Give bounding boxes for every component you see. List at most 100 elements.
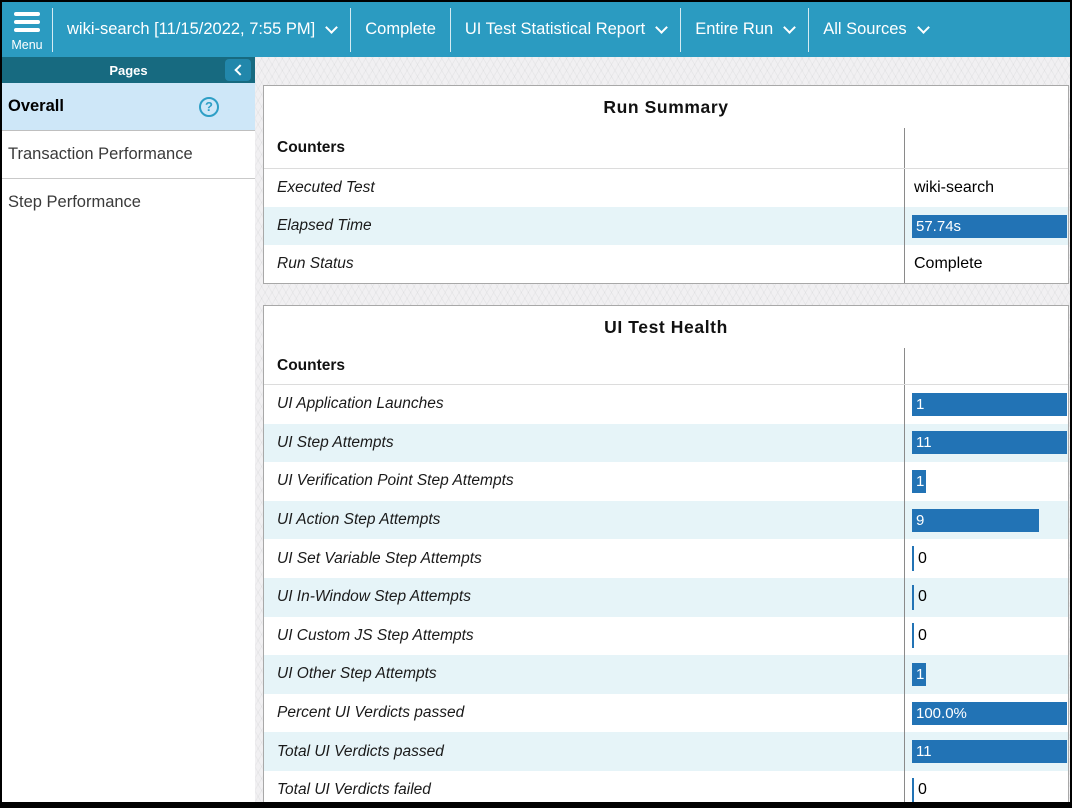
counter-value: 1 <box>916 395 925 413</box>
topbar-divider <box>808 7 810 52</box>
counters-header-row: Counters <box>264 348 1068 385</box>
value-bar: 1 <box>912 392 1067 416</box>
counter-value-cell: 0 <box>904 616 1068 656</box>
ui-test-health-rows: UI Application Launches 1 UI Step Attemp… <box>264 385 1068 802</box>
sidebar-item-overall[interactable]: Overall ? <box>2 83 255 130</box>
value-bar: 11 <box>912 740 1067 764</box>
counter-value: 11 <box>916 743 932 761</box>
pages-header-label: Pages <box>109 62 148 78</box>
sidebar-item-label: Overall <box>8 97 64 115</box>
sources-selector-dropdown[interactable]: All Sources <box>809 2 941 57</box>
run-summary-card: Run Summary Counters Executed Test wiki-… <box>263 85 1069 284</box>
counter-value: 0 <box>918 588 927 606</box>
pages-sidebar-header: Pages <box>2 57 255 83</box>
zero-bar-tick <box>912 623 914 649</box>
counter-value: 100.0% <box>916 704 967 722</box>
pages-sidebar: Pages Overall ? Transaction Performance … <box>2 57 255 802</box>
counter-label: UI Step Attempts <box>277 433 394 451</box>
counter-row: Elapsed Time 57.74s <box>264 207 1068 245</box>
counter-value-cell: 11 <box>904 732 1068 771</box>
zero-bar-tick <box>912 546 914 572</box>
question-circle-icon[interactable]: ? <box>199 96 219 117</box>
counter-value-cell: 1 <box>904 385 1068 424</box>
counter-value-cell: 100.0% <box>904 693 1068 733</box>
sidebar-item-label: Step Performance <box>8 193 141 211</box>
chevron-left-icon <box>233 64 246 76</box>
counter-label: Elapsed Time <box>277 217 372 234</box>
counters-column-header: Counters <box>277 139 346 156</box>
sidebar-item-label: Transaction Performance <box>8 145 193 163</box>
run-status-badge: Complete <box>351 2 450 57</box>
ui-test-health-card: UI Test Health Counters UI Application L… <box>263 305 1069 802</box>
counter-label: Executed Test <box>277 179 375 196</box>
sidebar-item-transaction-performance[interactable]: Transaction Performance <box>2 130 255 178</box>
zero-bar-tick <box>912 584 914 610</box>
counter-row: UI Other Step Attempts 1 <box>264 655 1068 694</box>
scope-selector-dropdown[interactable]: Entire Run <box>681 2 808 57</box>
run-selector-dropdown[interactable]: wiki-search [11/15/2022, 7:55 PM] <box>53 2 350 57</box>
counter-value: 11 <box>916 434 932 452</box>
counter-value-cell: 0 <box>904 770 1068 802</box>
counter-label: UI Action Step Attempts <box>277 511 441 529</box>
value-column-header <box>904 128 1068 168</box>
counter-value: 0 <box>918 626 927 644</box>
counter-row: UI Set Variable Step Attempts 0 <box>264 539 1068 578</box>
counter-label: UI Verification Point Step Attempts <box>277 472 514 490</box>
counter-label: Total UI Verdicts failed <box>277 781 431 799</box>
topbar-divider <box>680 7 682 52</box>
counter-row: UI Custom JS Step Attempts 0 <box>264 616 1068 656</box>
counter-row: UI Verification Point Step Attempts 1 <box>264 462 1068 501</box>
value-column-header <box>904 348 1068 384</box>
zero-bar-tick <box>912 777 914 802</box>
counter-value: 1 <box>916 665 925 683</box>
chevron-down-icon <box>325 20 339 34</box>
counter-row: UI Step Attempts 11 <box>264 423 1068 463</box>
counter-value-cell: 0 <box>904 539 1068 578</box>
counter-value: wiki-search <box>914 179 995 196</box>
counters-header-row: Counters <box>264 128 1068 169</box>
sidebar-item-step-performance[interactable]: Step Performance <box>2 178 255 226</box>
topbar-divider <box>350 7 352 52</box>
counter-row: Executed Test wiki-search <box>264 169 1068 207</box>
counter-value: 9 <box>916 511 925 529</box>
counter-value-cell: wiki-search <box>904 169 1068 207</box>
counter-row: Total UI Verdicts failed 0 <box>264 770 1068 802</box>
counter-label: Total UI Verdicts passed <box>277 742 444 760</box>
counter-value-cell: 11 <box>904 423 1068 463</box>
value-bar: 57.74s <box>912 214 1067 238</box>
counter-row: UI In-Window Step Attempts 0 <box>264 577 1068 617</box>
sources-selector-label: All Sources <box>823 20 907 38</box>
value-bar: 1 <box>912 469 926 493</box>
counter-value: 57.74s <box>916 217 962 235</box>
counter-value: Complete <box>914 255 983 272</box>
report-selector-dropdown[interactable]: UI Test Statistical Report <box>451 2 680 57</box>
counter-value: 0 <box>918 781 927 799</box>
counters-column-header: Counters <box>277 357 346 374</box>
scope-selector-label: Entire Run <box>695 20 774 38</box>
topbar-divider <box>449 7 451 52</box>
counter-label: UI Other Step Attempts <box>277 665 437 683</box>
chevron-down-icon <box>655 20 669 34</box>
value-bar: 11 <box>912 431 1067 455</box>
counter-value: 1 <box>916 472 925 490</box>
run-summary-title: Run Summary <box>603 96 729 117</box>
run-summary-rows: Executed Test wiki-search Elapsed Time 5… <box>264 169 1068 283</box>
top-navbar: Menu wiki-search [11/15/2022, 7:55 PM] C… <box>2 2 1070 57</box>
counter-row: UI Action Step Attempts 9 <box>264 500 1068 540</box>
counter-label: UI Custom JS Step Attempts <box>277 626 474 644</box>
counter-value: 0 <box>918 549 927 567</box>
counter-value-cell: 1 <box>904 462 1068 501</box>
menu-button-label: Menu <box>11 37 43 52</box>
counter-label: Run Status <box>277 255 354 272</box>
value-bar: 100.0% <box>912 701 1067 725</box>
chevron-down-icon <box>916 20 930 34</box>
counter-label: UI Application Launches <box>277 395 444 413</box>
menu-button[interactable]: Menu <box>2 2 52 57</box>
report-selector-label: UI Test Statistical Report <box>464 20 646 38</box>
run-selector-label: wiki-search [11/15/2022, 7:55 PM] <box>67 20 316 38</box>
run-status-label: Complete <box>365 20 436 38</box>
counter-row: Run Status Complete <box>264 245 1068 283</box>
sidebar-collapse-button[interactable] <box>225 59 251 81</box>
value-bar: 1 <box>912 662 926 686</box>
